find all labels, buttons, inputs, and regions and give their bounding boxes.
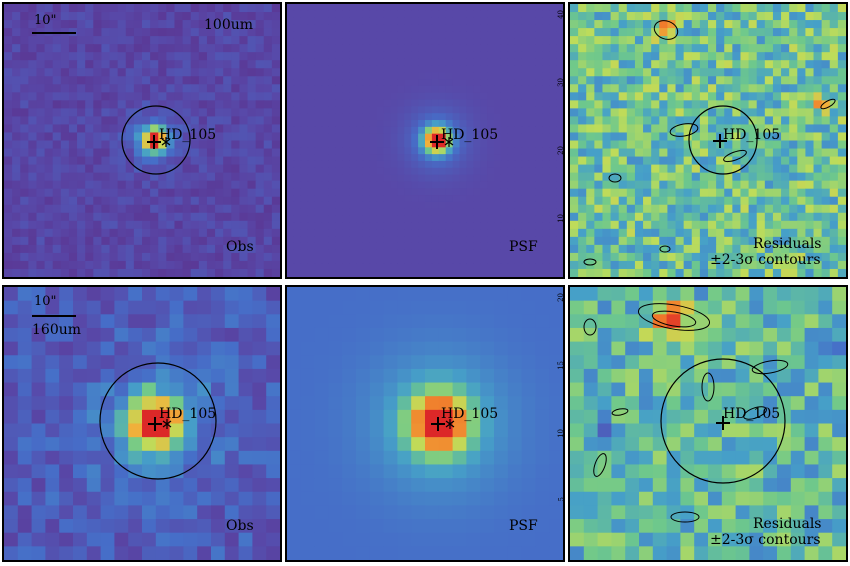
source-label: HD_105 xyxy=(723,406,781,422)
panel-label-contours: ±2-3σ contours xyxy=(710,252,821,268)
source-label: HD_105 xyxy=(723,127,781,143)
aperture-circle xyxy=(660,358,786,484)
axis-tick: 20 xyxy=(557,293,565,302)
pixel-grid xyxy=(570,287,846,560)
panel-label-residuals: Residuals xyxy=(753,516,822,532)
source-label: HD_105 xyxy=(441,127,499,143)
panel-label-obs: Obs xyxy=(226,518,254,534)
contour xyxy=(637,303,711,331)
pixel-grid xyxy=(570,4,846,277)
contour xyxy=(743,406,767,420)
obs-map-100um xyxy=(4,4,280,277)
centroid-cross xyxy=(716,416,730,430)
psf-map-160um xyxy=(287,287,563,560)
residual-map-160um xyxy=(570,287,846,560)
panel-100um-residuals: HD_105 Residuals ±2-3σ contours xyxy=(568,2,848,279)
axis-tick: 40 xyxy=(557,10,565,19)
obs-map-160um xyxy=(4,287,280,560)
contour xyxy=(651,310,697,328)
contour xyxy=(820,98,836,110)
wavelength-label: 160um xyxy=(32,322,82,338)
contour xyxy=(593,453,607,477)
star-marker xyxy=(445,419,455,429)
scale-bar xyxy=(32,32,76,34)
axis-tick: 30 xyxy=(557,78,565,87)
contour xyxy=(701,372,715,402)
contour xyxy=(751,359,789,375)
axis-tick: 20 xyxy=(557,146,565,155)
panel-100um-obs: 10" 100um HD_105 Obs xyxy=(2,2,282,279)
panel-160um-obs: 10" 160um HD_105 Obs xyxy=(2,285,282,562)
panel-100um-psf: HD_105 PSF 40 30 20 10 xyxy=(285,2,565,279)
panel-label-psf: PSF xyxy=(509,518,538,534)
contour xyxy=(653,20,679,40)
contour xyxy=(669,123,699,137)
contour xyxy=(723,149,747,163)
panel-label-obs: Obs xyxy=(226,239,254,255)
wavelength-label: 100um xyxy=(204,17,254,33)
source-label: HD_105 xyxy=(441,406,499,422)
centroid-cross xyxy=(148,417,162,431)
star-marker xyxy=(444,137,454,147)
contour xyxy=(670,511,700,523)
aperture-circle xyxy=(688,105,758,175)
pixel-grid xyxy=(4,4,280,277)
source-label: HD_105 xyxy=(159,127,217,143)
aperture-circle xyxy=(121,105,191,175)
contour xyxy=(583,258,597,266)
contour xyxy=(659,245,671,253)
centroid-cross xyxy=(713,134,727,148)
contour xyxy=(608,173,622,183)
contour xyxy=(611,408,629,416)
panel-label-residuals: Residuals xyxy=(753,236,822,252)
right-axis-ticks: 20 15 10 5 xyxy=(555,287,563,560)
aperture-circle xyxy=(99,362,217,480)
scale-bar xyxy=(32,315,76,317)
panel-label-psf: PSF xyxy=(509,239,538,255)
axis-tick: 10 xyxy=(557,429,565,438)
pixel-grid xyxy=(4,287,280,560)
centroid-cross xyxy=(431,417,445,431)
psf-map-100um xyxy=(287,4,563,277)
centroid-cross xyxy=(147,135,161,149)
star-marker xyxy=(162,419,172,429)
panel-160um-psf: HD_105 PSF 20 15 10 5 xyxy=(285,285,565,562)
right-axis-ticks: 40 30 20 10 xyxy=(555,4,563,277)
pixel-grid xyxy=(287,287,563,560)
axis-tick: 10 xyxy=(557,214,565,223)
residual-map-100um xyxy=(570,4,846,277)
panel-160um-residuals: HD_105 Residuals ±2-3σ contours xyxy=(568,285,848,562)
axis-tick: 5 xyxy=(557,497,565,502)
pixel-grid xyxy=(287,4,563,277)
star-marker xyxy=(161,137,171,147)
centroid-cross xyxy=(430,135,444,149)
scale-bar-label: 10" xyxy=(34,294,57,309)
scale-bar-label: 10" xyxy=(34,13,57,28)
source-label: HD_105 xyxy=(159,406,217,422)
panel-label-contours: ±2-3σ contours xyxy=(710,532,821,548)
contour xyxy=(583,318,597,336)
axis-tick: 15 xyxy=(557,361,565,370)
